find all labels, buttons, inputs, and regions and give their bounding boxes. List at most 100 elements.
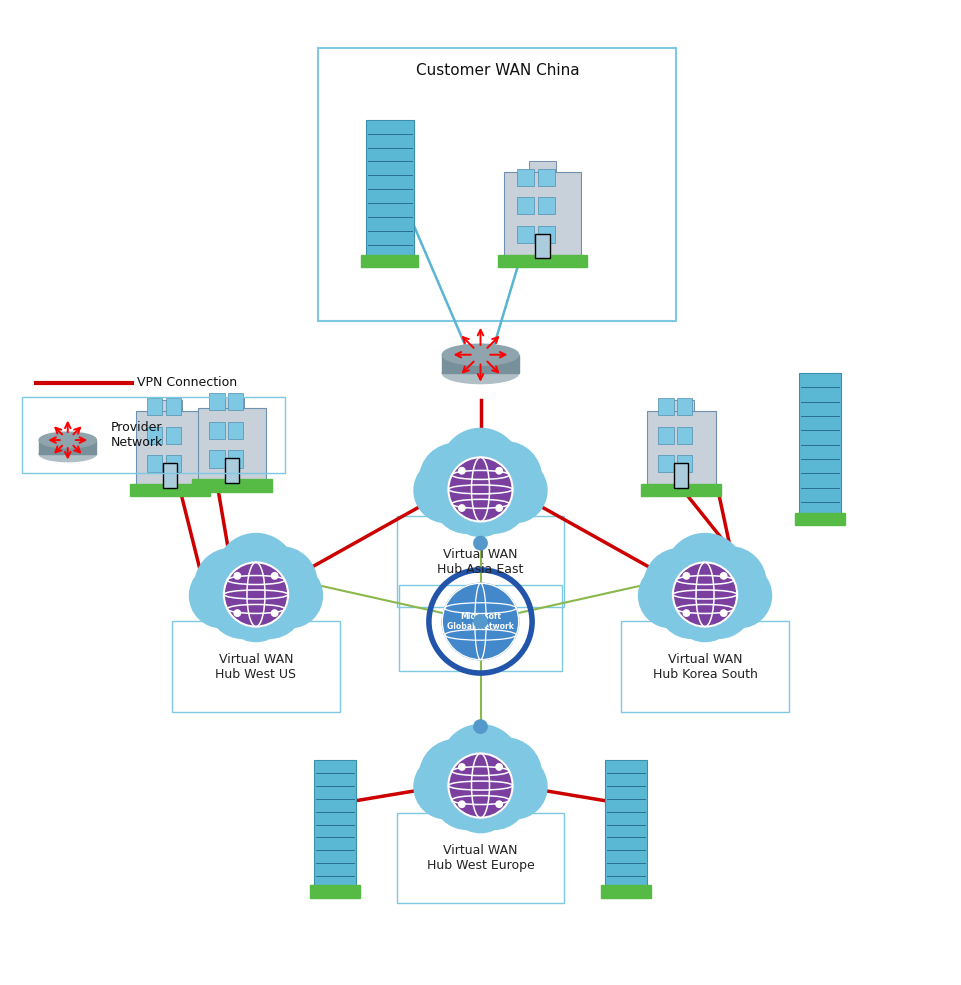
Circle shape [209, 571, 276, 638]
Circle shape [638, 563, 702, 627]
FancyBboxPatch shape [314, 760, 357, 889]
FancyBboxPatch shape [209, 422, 225, 439]
Circle shape [271, 572, 278, 579]
FancyBboxPatch shape [228, 422, 243, 439]
Circle shape [673, 562, 737, 626]
Text: Virtual WAN
Hub West Europe: Virtual WAN Hub West Europe [427, 844, 534, 872]
Circle shape [469, 738, 541, 810]
FancyBboxPatch shape [535, 233, 551, 258]
Circle shape [234, 610, 240, 617]
Circle shape [271, 610, 278, 617]
FancyBboxPatch shape [658, 427, 674, 444]
Circle shape [496, 763, 503, 770]
Circle shape [195, 549, 267, 621]
Circle shape [259, 563, 323, 627]
FancyBboxPatch shape [677, 427, 692, 444]
FancyBboxPatch shape [136, 412, 205, 488]
FancyBboxPatch shape [198, 409, 266, 483]
Circle shape [458, 763, 465, 770]
Circle shape [721, 610, 727, 617]
FancyBboxPatch shape [310, 886, 360, 897]
Circle shape [474, 537, 487, 550]
FancyBboxPatch shape [669, 400, 694, 412]
Circle shape [449, 754, 512, 818]
FancyBboxPatch shape [604, 760, 647, 889]
FancyBboxPatch shape [228, 393, 243, 411]
FancyBboxPatch shape [647, 412, 716, 488]
Circle shape [482, 755, 547, 819]
FancyBboxPatch shape [220, 397, 244, 409]
Circle shape [673, 577, 737, 641]
FancyBboxPatch shape [442, 355, 519, 373]
FancyBboxPatch shape [538, 197, 554, 215]
FancyBboxPatch shape [158, 400, 183, 412]
Circle shape [224, 562, 288, 626]
Circle shape [433, 467, 500, 533]
Circle shape [458, 801, 465, 808]
Circle shape [234, 572, 240, 579]
Ellipse shape [39, 432, 96, 448]
Circle shape [189, 563, 254, 627]
Circle shape [683, 572, 690, 579]
FancyBboxPatch shape [39, 440, 96, 454]
Circle shape [683, 610, 690, 617]
Circle shape [658, 571, 725, 638]
Circle shape [461, 467, 528, 533]
FancyBboxPatch shape [209, 450, 225, 468]
FancyBboxPatch shape [658, 455, 674, 473]
FancyBboxPatch shape [658, 398, 674, 415]
Circle shape [721, 572, 727, 579]
Circle shape [216, 534, 296, 614]
Circle shape [420, 740, 492, 812]
Circle shape [458, 504, 465, 511]
FancyBboxPatch shape [529, 161, 556, 172]
FancyBboxPatch shape [675, 463, 688, 488]
FancyBboxPatch shape [166, 455, 181, 473]
FancyBboxPatch shape [318, 48, 677, 320]
FancyBboxPatch shape [641, 484, 721, 496]
Circle shape [496, 801, 503, 808]
FancyBboxPatch shape [498, 254, 587, 267]
Circle shape [496, 504, 503, 511]
FancyBboxPatch shape [795, 512, 845, 525]
FancyBboxPatch shape [505, 172, 580, 258]
FancyBboxPatch shape [209, 393, 225, 411]
Text: VPN Connection: VPN Connection [136, 376, 236, 389]
Circle shape [474, 720, 487, 733]
FancyBboxPatch shape [192, 479, 272, 492]
Circle shape [665, 534, 745, 614]
Ellipse shape [39, 446, 96, 462]
Ellipse shape [442, 344, 519, 365]
Circle shape [461, 762, 528, 829]
Text: Microsoft
Global Network: Microsoft Global Network [447, 612, 514, 631]
Circle shape [440, 725, 521, 805]
FancyBboxPatch shape [147, 455, 162, 473]
FancyBboxPatch shape [799, 373, 841, 516]
FancyBboxPatch shape [225, 458, 239, 483]
Circle shape [469, 441, 541, 514]
FancyBboxPatch shape [677, 455, 692, 473]
Circle shape [482, 458, 547, 523]
Text: Virtual WAN
Hub West US: Virtual WAN Hub West US [215, 653, 297, 681]
Text: Virtual WAN
Hub Asia East: Virtual WAN Hub Asia East [437, 548, 524, 576]
Circle shape [449, 457, 512, 521]
FancyBboxPatch shape [517, 168, 534, 186]
Circle shape [449, 472, 512, 537]
FancyBboxPatch shape [147, 427, 162, 444]
Text: Customer WAN China: Customer WAN China [416, 63, 579, 78]
Circle shape [496, 468, 503, 474]
FancyBboxPatch shape [365, 120, 414, 258]
FancyBboxPatch shape [147, 398, 162, 415]
Circle shape [442, 583, 519, 660]
Circle shape [433, 762, 500, 829]
FancyBboxPatch shape [228, 450, 243, 468]
FancyBboxPatch shape [601, 886, 651, 897]
Circle shape [414, 458, 479, 523]
FancyBboxPatch shape [517, 226, 534, 243]
Circle shape [707, 563, 772, 627]
Circle shape [458, 468, 465, 474]
Circle shape [414, 755, 479, 819]
Circle shape [224, 577, 288, 641]
Circle shape [245, 547, 317, 619]
Circle shape [474, 615, 487, 628]
